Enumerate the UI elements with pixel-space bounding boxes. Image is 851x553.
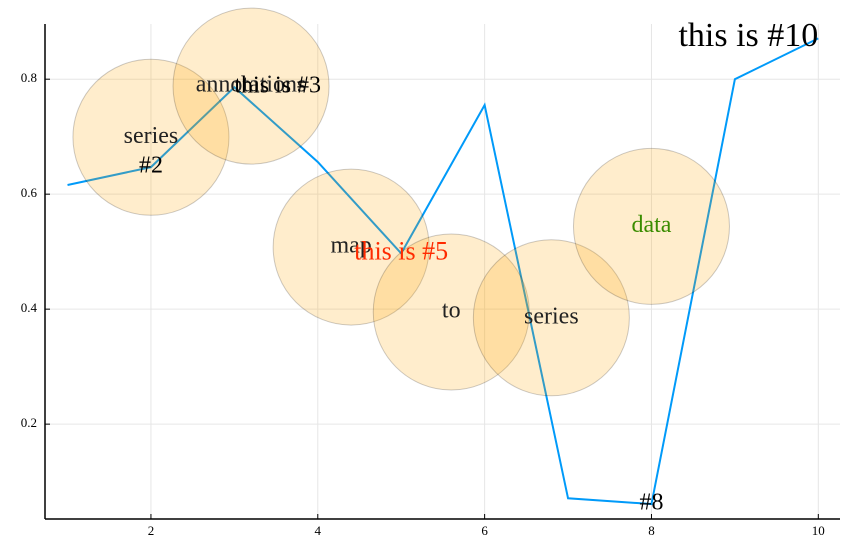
scatter-marker — [572, 147, 730, 305]
scatter-marker — [272, 168, 430, 326]
annotation: this is #5 — [354, 236, 448, 265]
x-tick-label: 10 — [812, 523, 825, 538]
scatter-label: to — [442, 298, 461, 324]
y-tick-label: 0.6 — [21, 185, 38, 200]
scatter-label: annotations — [196, 72, 307, 98]
x-tick-label: 6 — [481, 523, 488, 538]
scatter-marker — [172, 7, 330, 165]
scatter-marker — [472, 239, 630, 397]
annotation: #8 — [639, 490, 663, 516]
annotation: this is #3 — [234, 73, 321, 99]
scatter-label: series — [524, 303, 579, 329]
scatter-marker — [72, 58, 230, 216]
scatter-marker — [372, 233, 530, 391]
scatter-label: data — [631, 212, 671, 238]
y-tick-label: 0.8 — [21, 70, 37, 85]
y-tick-label: 0.4 — [21, 300, 38, 315]
scatter-label: map — [330, 233, 371, 259]
x-tick-label: 8 — [648, 523, 655, 538]
x-tick-label: 4 — [315, 523, 322, 538]
annotation: this is #10 — [678, 17, 818, 54]
y-tick-label: 0.2 — [21, 415, 37, 430]
x-tick-label: 2 — [148, 523, 155, 538]
line-series — [67, 37, 819, 506]
scatter-label: series — [124, 123, 179, 149]
annotation: #2 — [139, 153, 163, 179]
